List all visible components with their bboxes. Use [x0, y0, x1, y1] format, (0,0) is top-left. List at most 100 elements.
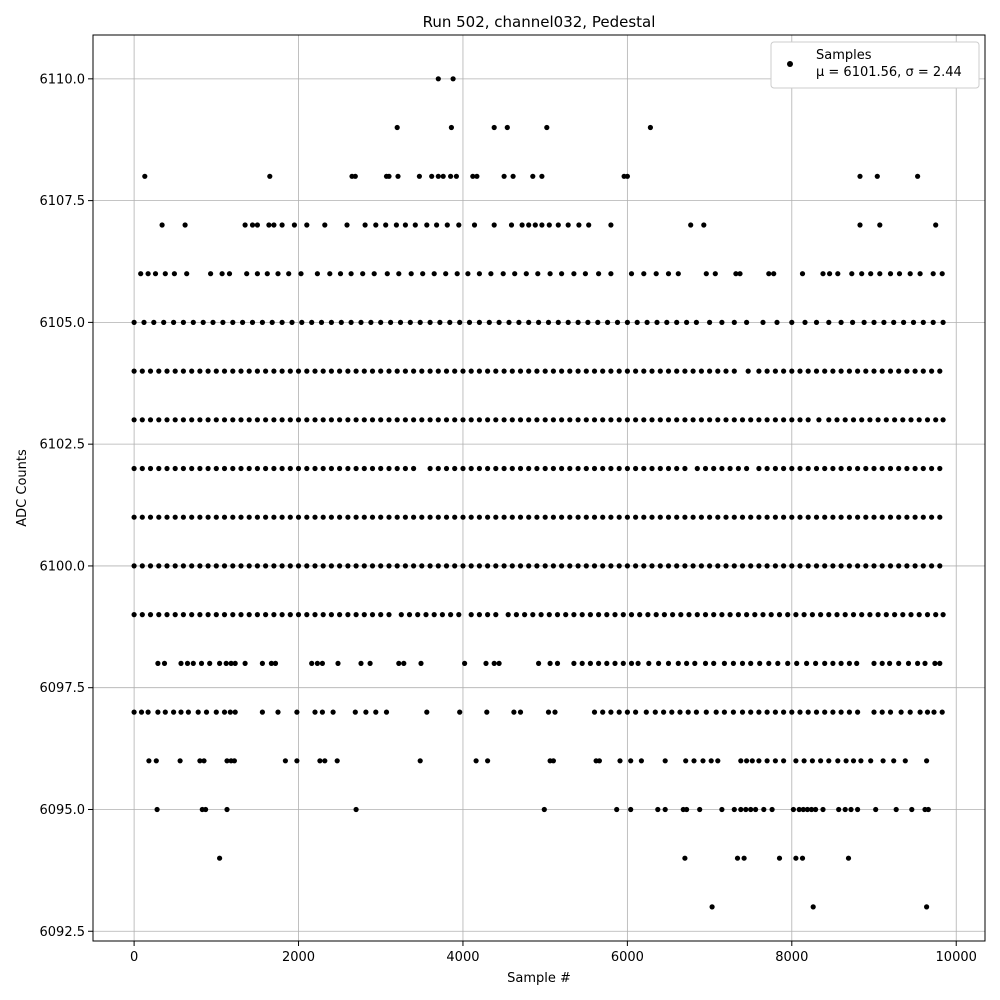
data-point [871, 709, 877, 715]
data-point [493, 563, 499, 569]
data-point [628, 271, 635, 277]
data-point [322, 222, 328, 228]
data-point [402, 465, 408, 472]
data-point [439, 612, 445, 618]
data-point [246, 514, 252, 520]
data-point [221, 514, 228, 520]
data-point [937, 465, 943, 472]
data-point [616, 709, 622, 715]
data-point [858, 758, 864, 764]
data-point [371, 271, 377, 277]
data-point [418, 660, 424, 667]
data-point [182, 222, 188, 228]
data-point [701, 222, 707, 228]
data-point [231, 758, 237, 764]
data-point [185, 709, 191, 715]
data-point [838, 514, 844, 520]
data-point [608, 709, 614, 715]
data-point [189, 465, 195, 472]
data-point [184, 271, 190, 277]
data-point [887, 660, 893, 667]
data-point [386, 563, 392, 569]
data-point [378, 514, 384, 520]
data-point [205, 563, 211, 569]
data-point [863, 368, 869, 374]
data-point [846, 465, 853, 472]
data-point [401, 660, 407, 667]
data-point [723, 368, 729, 374]
data-point [855, 563, 861, 569]
data-point [575, 563, 581, 569]
data-point [462, 660, 468, 667]
data-point [320, 612, 326, 618]
data-point [221, 612, 228, 618]
data-point [345, 612, 351, 618]
data-point [156, 465, 162, 472]
data-point [205, 612, 211, 618]
y-axis-ticks: 6092.5 6095.0 6097.5 6100.0 6102.5 6105.0 6107… [40, 72, 93, 940]
data-point [752, 612, 758, 618]
data-point [419, 368, 425, 374]
data-point [180, 465, 186, 472]
data-point [295, 368, 302, 374]
data-point [797, 563, 803, 569]
data-point [213, 514, 219, 520]
data-point [583, 514, 589, 520]
legend-series-name: Samples [816, 48, 872, 63]
data-point [674, 368, 680, 374]
data-point [345, 417, 351, 423]
data-point [373, 709, 379, 715]
data-point [604, 660, 610, 667]
data-point [896, 271, 903, 277]
data-point [312, 417, 318, 423]
data-point [517, 368, 524, 374]
data-point [162, 271, 168, 277]
data-point [271, 222, 277, 228]
data-point [513, 612, 520, 618]
data-point [488, 271, 494, 277]
data-point [624, 514, 631, 520]
data-point [871, 563, 877, 569]
data-point [855, 709, 861, 715]
data-point [460, 514, 466, 520]
data-point [435, 563, 441, 569]
data-point [383, 709, 390, 715]
data-point [443, 417, 450, 423]
data-point [723, 417, 729, 423]
data-point [879, 709, 885, 715]
data-point [793, 855, 799, 861]
data-points [131, 76, 946, 910]
data-point [272, 660, 279, 667]
data-point [304, 612, 310, 618]
data-point [820, 271, 826, 277]
data-point [797, 709, 803, 715]
data-point [760, 612, 766, 618]
data-point [649, 417, 655, 423]
data-point [608, 563, 614, 569]
data-point [542, 514, 548, 520]
data-point [892, 417, 898, 423]
data-point [723, 563, 729, 569]
data-point [805, 709, 811, 715]
data-point [345, 465, 351, 472]
data-point [501, 514, 507, 520]
data-point [232, 709, 238, 715]
legend-box [770, 41, 980, 89]
data-point [727, 465, 733, 472]
data-point [408, 271, 414, 277]
data-point [674, 319, 680, 325]
data-point [835, 271, 841, 277]
data-point [230, 319, 236, 325]
data-point [312, 563, 318, 569]
data-point [145, 709, 151, 715]
data-point [452, 514, 458, 520]
data-point [764, 709, 770, 715]
data-point [139, 465, 145, 472]
data-point [486, 319, 492, 325]
data-point [304, 368, 310, 374]
data-point [713, 709, 719, 715]
data-point [879, 514, 885, 520]
data-point [849, 271, 855, 277]
data-point [431, 612, 437, 618]
data-point [924, 758, 930, 764]
